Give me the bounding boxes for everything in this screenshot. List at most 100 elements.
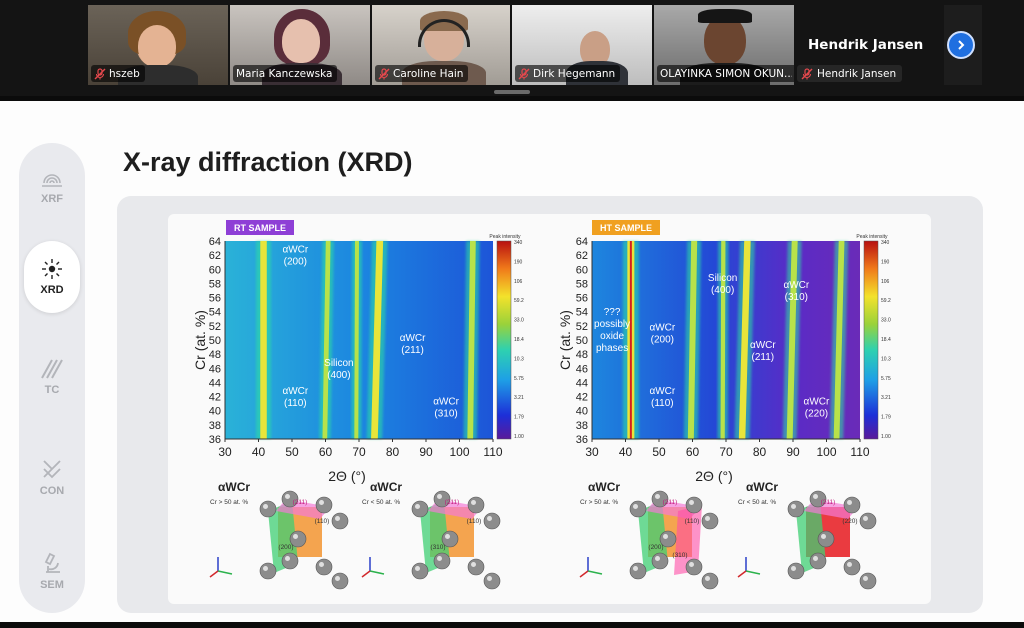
peak-annotation: αWCr (310) [783, 280, 809, 303]
participant-tile-maria[interactable]: Maria Kanczewska [230, 5, 370, 85]
atom [467, 558, 485, 576]
x-tick-label: 100 [816, 445, 836, 459]
y-tick-label: 46 [209, 363, 221, 375]
atom-highlight [705, 576, 710, 581]
plane-label: (211) [821, 499, 836, 506]
colorbar-tick-label: 10.3 [881, 356, 891, 362]
atom-highlight [415, 504, 420, 509]
shared-slide: XRF XRD TC CON SEM X-ray diffraction (XR… [0, 101, 1024, 622]
crystal-formula: αWCr [588, 480, 620, 494]
atom [315, 496, 333, 514]
atom-highlight [663, 534, 668, 539]
y-tick-label: 46 [576, 363, 588, 375]
y-tick-label: 58 [576, 278, 588, 290]
y-axis-label: Cr (at. %) [557, 310, 573, 370]
annotation-line: αWCr [804, 397, 830, 408]
atom-highlight [863, 516, 868, 521]
next-page-button[interactable] [947, 31, 975, 59]
participant-nametag: Caroline Hain [375, 65, 469, 82]
participant-face [138, 25, 176, 67]
slide-title: X-ray diffraction (XRD) [123, 147, 413, 177]
y-tick-label: 60 [209, 264, 221, 276]
x-tick-label: 40 [252, 445, 266, 459]
mic-muted-icon [801, 67, 813, 79]
atom-highlight [415, 566, 420, 571]
colorbar-tick-label: 5.75 [514, 376, 524, 382]
axis-x [579, 570, 589, 578]
participant-nametag: Dirk Hegemann [515, 65, 621, 82]
plane-label: (110) [685, 518, 700, 525]
participant-tile-caroline[interactable]: Caroline Hain [372, 5, 510, 85]
peak-band [786, 241, 798, 439]
participant-name: Maria Kanczewska [236, 67, 333, 80]
atom-highlight [335, 576, 340, 581]
atom-highlight [705, 516, 710, 521]
annotation-line: (400) [711, 285, 734, 296]
participant-bar: hszeb Maria Kanczewska Caroline Hain Dir… [0, 0, 1024, 96]
sidebar-item-label: CON [39, 485, 65, 497]
y-tick-label: 62 [576, 250, 588, 262]
peak-band [738, 241, 751, 439]
sidebar-item-tc[interactable]: TC [24, 341, 80, 413]
colorbar-tick-label: 18.4 [881, 337, 891, 343]
atom-highlight [471, 500, 476, 505]
axis-x [737, 570, 747, 578]
atom-highlight [293, 534, 298, 539]
atom [817, 530, 835, 548]
participant-tile-dirk[interactable]: Dirk Hegemann [512, 5, 652, 85]
atom [331, 572, 349, 590]
atom [859, 572, 877, 590]
annotation-line: Silicon [324, 358, 353, 369]
participant-name: Caroline Hain [393, 67, 464, 80]
atom-highlight [633, 566, 638, 571]
atom-highlight [847, 562, 852, 567]
x-axis-label: 2Θ (°) [328, 468, 366, 484]
y-tick-label: 62 [209, 250, 221, 262]
participant-tile-olayinka[interactable]: OLAYINKA SIMON OKUN... [654, 5, 794, 85]
colorbar-label: Peak intensity [489, 234, 521, 240]
mic-muted-icon [94, 67, 106, 79]
colorbar-label: Peak intensity [856, 234, 888, 240]
sidebar-item-sem[interactable]: SEM [24, 535, 80, 607]
atom-highlight [813, 494, 818, 499]
sidebar-item-xrf[interactable]: XRF [24, 151, 80, 223]
resize-handle[interactable] [494, 90, 530, 94]
y-tick-label: 36 [576, 434, 588, 446]
participant-tile-hszeb[interactable]: hszeb [88, 5, 228, 85]
lattice-plane [674, 505, 702, 575]
annotation-line: (400) [327, 370, 350, 381]
annotation-line: oxide [600, 331, 624, 342]
annotation-line: (110) [651, 398, 674, 409]
ht-sample-tag: HT SAMPLE [592, 220, 661, 235]
sidebar-item-label: XRD [40, 284, 64, 296]
axis-y [369, 570, 385, 575]
atom [281, 552, 299, 570]
atom-highlight [791, 504, 796, 509]
y-tick-label: 48 [576, 349, 588, 361]
colorbar-tick-label: 190 [514, 259, 523, 265]
annotation-line: αWCr [282, 245, 308, 256]
con-icon [43, 460, 61, 479]
sidebar-item-xrd[interactable]: XRD [24, 241, 80, 313]
x-tick-label: 110 [850, 445, 869, 459]
atom-highlight [319, 562, 324, 567]
annotation-line: ??? [604, 307, 621, 318]
sidebar-item-con[interactable]: CON [24, 441, 80, 513]
atom [843, 496, 861, 514]
axis-y [745, 570, 761, 575]
peak-core [629, 241, 632, 439]
atom [259, 500, 277, 518]
mic-muted-icon [378, 67, 390, 79]
colorbar-tick-label: 1.00 [881, 434, 891, 440]
peak-band [260, 241, 267, 439]
atom-highlight [655, 556, 660, 561]
y-tick-label: 38 [209, 420, 221, 432]
colorbar-tick-label: 18.4 [514, 337, 524, 343]
xrd-icon [42, 259, 62, 279]
participant-name: hszeb [109, 67, 140, 80]
y-tick-label: 42 [576, 392, 588, 404]
y-tick-label: 50 [576, 335, 588, 347]
axis-x [209, 570, 219, 578]
crystal-condition: Cr < 50 at. % [362, 499, 400, 506]
atom [787, 500, 805, 518]
